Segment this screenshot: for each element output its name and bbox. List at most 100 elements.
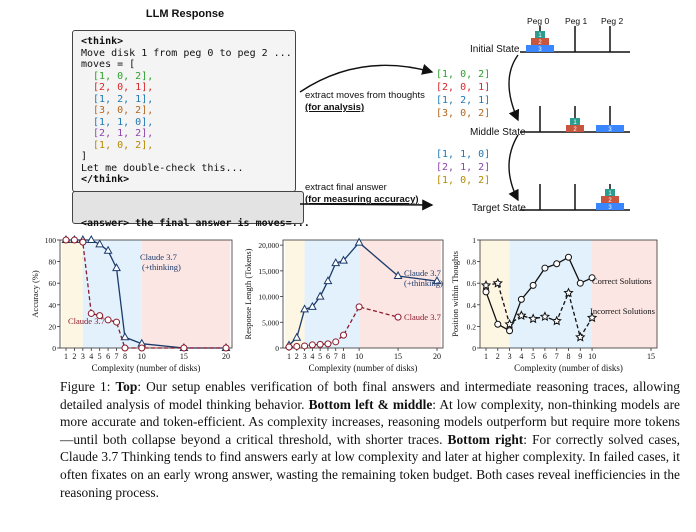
y-tick-label: 0.8	[467, 258, 477, 267]
y-tick-label: 15,000	[258, 267, 279, 276]
data-point	[316, 340, 324, 348]
data-point	[541, 264, 549, 272]
code-line: Move disk 1 from peg 0 to peg 2 ...	[81, 47, 292, 59]
data-point	[308, 341, 316, 349]
y-tick-label: 80	[49, 258, 57, 267]
disk-3	[526, 45, 554, 52]
data-point	[121, 344, 129, 352]
code-line: [1, 2, 1],	[81, 93, 154, 105]
data-point	[301, 342, 309, 350]
disk-3	[596, 203, 624, 210]
data-point	[563, 287, 574, 298]
code-line: [2, 0, 1],	[81, 82, 154, 93]
code-block: <think> Move disk 1 from peg 0 to peg 2 .…	[73, 31, 295, 186]
x-tick-label: 20	[222, 352, 230, 361]
answer-line: <answer> the final answer is moves=...	[81, 218, 310, 229]
data-point	[504, 318, 515, 329]
code-line: [3, 0, 2],	[81, 105, 154, 116]
x-tick-label: 1	[287, 352, 291, 361]
x-tick-label: 5	[318, 352, 322, 361]
chart-2: 0 5,000 10,000 15,000 20,000 1 2 3 4 5 6 7 8 10 15 20 Co…	[243, 237, 444, 373]
x-tick-label: 8	[342, 352, 346, 361]
x-axis-label: Complexity (number of disks)	[309, 363, 418, 373]
data-point	[292, 332, 302, 341]
legend-nonthinking-label: Claude 3.7	[68, 316, 105, 326]
llm-response-box: <think> Move disk 1 from peg 0 to peg 2 .…	[72, 30, 296, 192]
data-point	[293, 342, 301, 350]
x-tick-label: 1	[64, 352, 68, 361]
y-tick-label: 40	[49, 301, 57, 310]
extract-moves-label: extract moves from thoughts	[305, 90, 425, 101]
disk-3	[596, 125, 624, 132]
data-point	[480, 279, 492, 290]
data-point	[307, 301, 317, 310]
extract-final-label: extract final answer	[305, 182, 387, 193]
data-point	[331, 258, 341, 267]
x-tick-label: 9	[578, 352, 582, 361]
hanoi-initial-board: 3 2 1	[520, 26, 630, 53]
peg-1-label: Peg 1	[565, 16, 588, 26]
complexity-region	[509, 240, 593, 348]
series-line	[288, 306, 399, 348]
complexity-region	[359, 240, 441, 348]
legend-nonthinking-label-2: Claude 3.7	[404, 312, 441, 322]
data-point	[112, 263, 121, 272]
data-point	[339, 255, 348, 264]
x-tick-label: 6	[543, 352, 547, 361]
code-line: [2, 1, 2],	[81, 128, 154, 139]
x-tick-label: 6	[326, 352, 330, 361]
extract-moves-arrow	[299, 63, 434, 93]
disk-1-number: 1	[573, 120, 577, 126]
extract-final-arrow	[299, 199, 434, 211]
move-entry: [1, 0, 2]	[436, 175, 491, 186]
code-line: <think>	[81, 36, 124, 47]
x-tick-label: 15	[394, 352, 402, 361]
caption-br-label: Bottom right	[447, 431, 524, 447]
y-tick-label: 0.6	[467, 279, 477, 288]
x-tick-label: 4	[89, 352, 93, 361]
x-tick-label: 10	[588, 352, 596, 361]
data-point	[517, 295, 525, 303]
top-diagram-arrows	[299, 54, 520, 211]
state-arrow-2	[508, 134, 519, 202]
data-point	[393, 270, 403, 279]
x-tick-label: 7	[555, 352, 559, 361]
legend-thinking-sub: (+thinking)	[142, 262, 181, 272]
data-point	[553, 260, 561, 268]
data-point	[87, 309, 95, 317]
data-point	[138, 344, 146, 352]
y-tick-label: 20,000	[258, 241, 279, 250]
data-point	[516, 310, 527, 320]
code-line: Let me double-check this...	[81, 162, 244, 174]
x-tick-label: 1	[484, 352, 488, 361]
y-tick-label: 0	[52, 344, 56, 353]
caption-top-text: : Our setup enables verification of both…	[60, 379, 681, 412]
plot-frame	[282, 239, 444, 349]
data-point	[355, 303, 363, 311]
y-tick-label: 0.4	[467, 301, 477, 310]
disk-2-number: 2	[608, 198, 612, 204]
y-tick-label: 1	[472, 236, 476, 245]
caption-fig: Figure 1:	[60, 379, 116, 394]
hanoi-target-board: 3 2 1	[520, 184, 630, 211]
target-state-label: Target State	[472, 203, 526, 214]
data-point	[120, 332, 130, 341]
x-tick-label: 3	[508, 352, 512, 361]
y-tick-label: 100	[45, 236, 57, 245]
data-point	[222, 344, 230, 352]
caption-br-text: : For correctly solved cases, Claude 3.7…	[60, 431, 681, 500]
caption-bl-text: : At low complexity, non-thinking models…	[60, 396, 681, 447]
code-line: </think>	[81, 174, 130, 185]
y-tick-label: 0.2	[467, 322, 477, 331]
data-point	[394, 313, 402, 321]
move-entry: [1, 2, 1]	[436, 95, 491, 106]
data-point	[529, 281, 537, 289]
x-axis-label: Complexity (number of disks)	[92, 363, 201, 373]
final-answer-list: [1, 1, 0] [2, 1, 2] [1, 0, 2]	[436, 148, 490, 187]
data-point	[576, 279, 584, 287]
extracted-moves-list: [1, 0, 2] [2, 0, 1] [1, 2, 1] [3, 0, 2]	[436, 68, 490, 120]
x-tick-label: 10	[138, 352, 146, 361]
x-tick-label: 4	[310, 352, 314, 361]
data-point	[86, 234, 96, 243]
legend-incorrect-label: Incorrect Solutions	[590, 306, 655, 316]
